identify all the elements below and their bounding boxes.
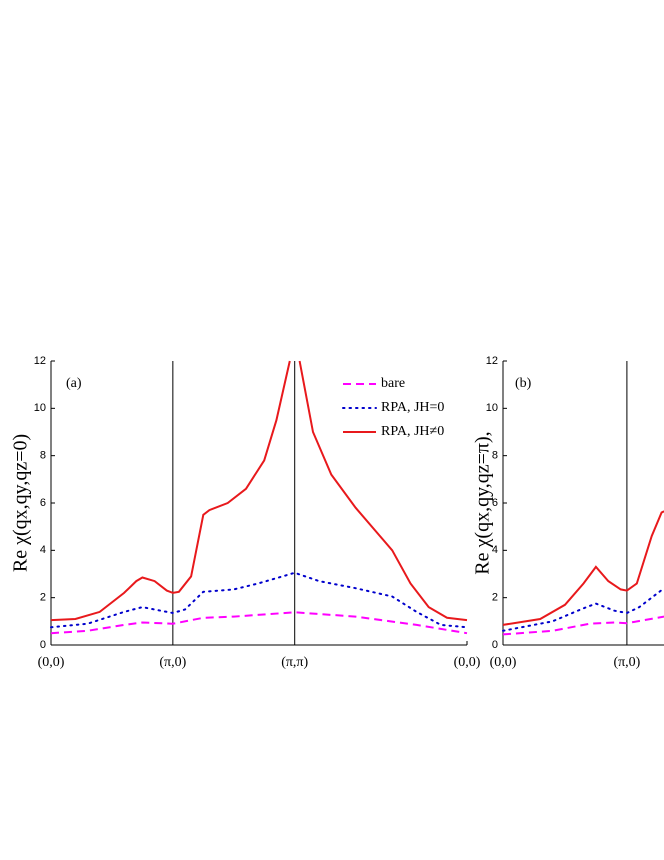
y-tick-label: 2 — [40, 592, 46, 604]
x-tick-label: (π,0) — [613, 655, 640, 670]
series-line — [502, 510, 664, 626]
x-tick-label: (π,0) — [159, 655, 186, 670]
legend-label: bare — [381, 376, 405, 391]
series-line — [50, 611, 468, 635]
panel-label: (a) — [66, 376, 82, 391]
y-tick-label: 12 — [34, 355, 46, 367]
x-tick-label: (0,0) — [490, 655, 517, 670]
series-line — [50, 360, 468, 622]
y-tick-label: 8 — [40, 450, 46, 462]
legend-label: RPA, JH≠0 — [381, 424, 444, 439]
y-tick-label: 0 — [40, 639, 46, 651]
y-tick-label: 10 — [486, 402, 498, 414]
y-tick-label: 0 — [492, 639, 498, 651]
series-line — [502, 615, 664, 636]
y-tick-label: 12 — [486, 355, 498, 367]
y-tick-label: 10 — [34, 402, 46, 414]
y-tick-label: 2 — [492, 592, 498, 604]
series-line — [50, 571, 468, 629]
x-tick-label: (π,π) — [281, 655, 308, 670]
y-axis-label: Re χ(qx,qy,qz=π), — [472, 431, 494, 574]
legend-label: RPA, JH=0 — [381, 400, 444, 415]
x-tick-label: (0,0) — [454, 655, 481, 670]
y-tick-label: 4 — [492, 544, 498, 556]
x-tick-label: (0,0) — [38, 655, 65, 670]
y-axis-label: Re χ(qx,qy,qz=0) — [10, 434, 32, 572]
panel-label: (b) — [515, 376, 532, 391]
y-tick-label: 6 — [40, 497, 46, 509]
y-tick-label: 4 — [40, 544, 46, 556]
y-tick-label: 6 — [492, 497, 498, 509]
y-tick-label: 8 — [492, 450, 498, 462]
